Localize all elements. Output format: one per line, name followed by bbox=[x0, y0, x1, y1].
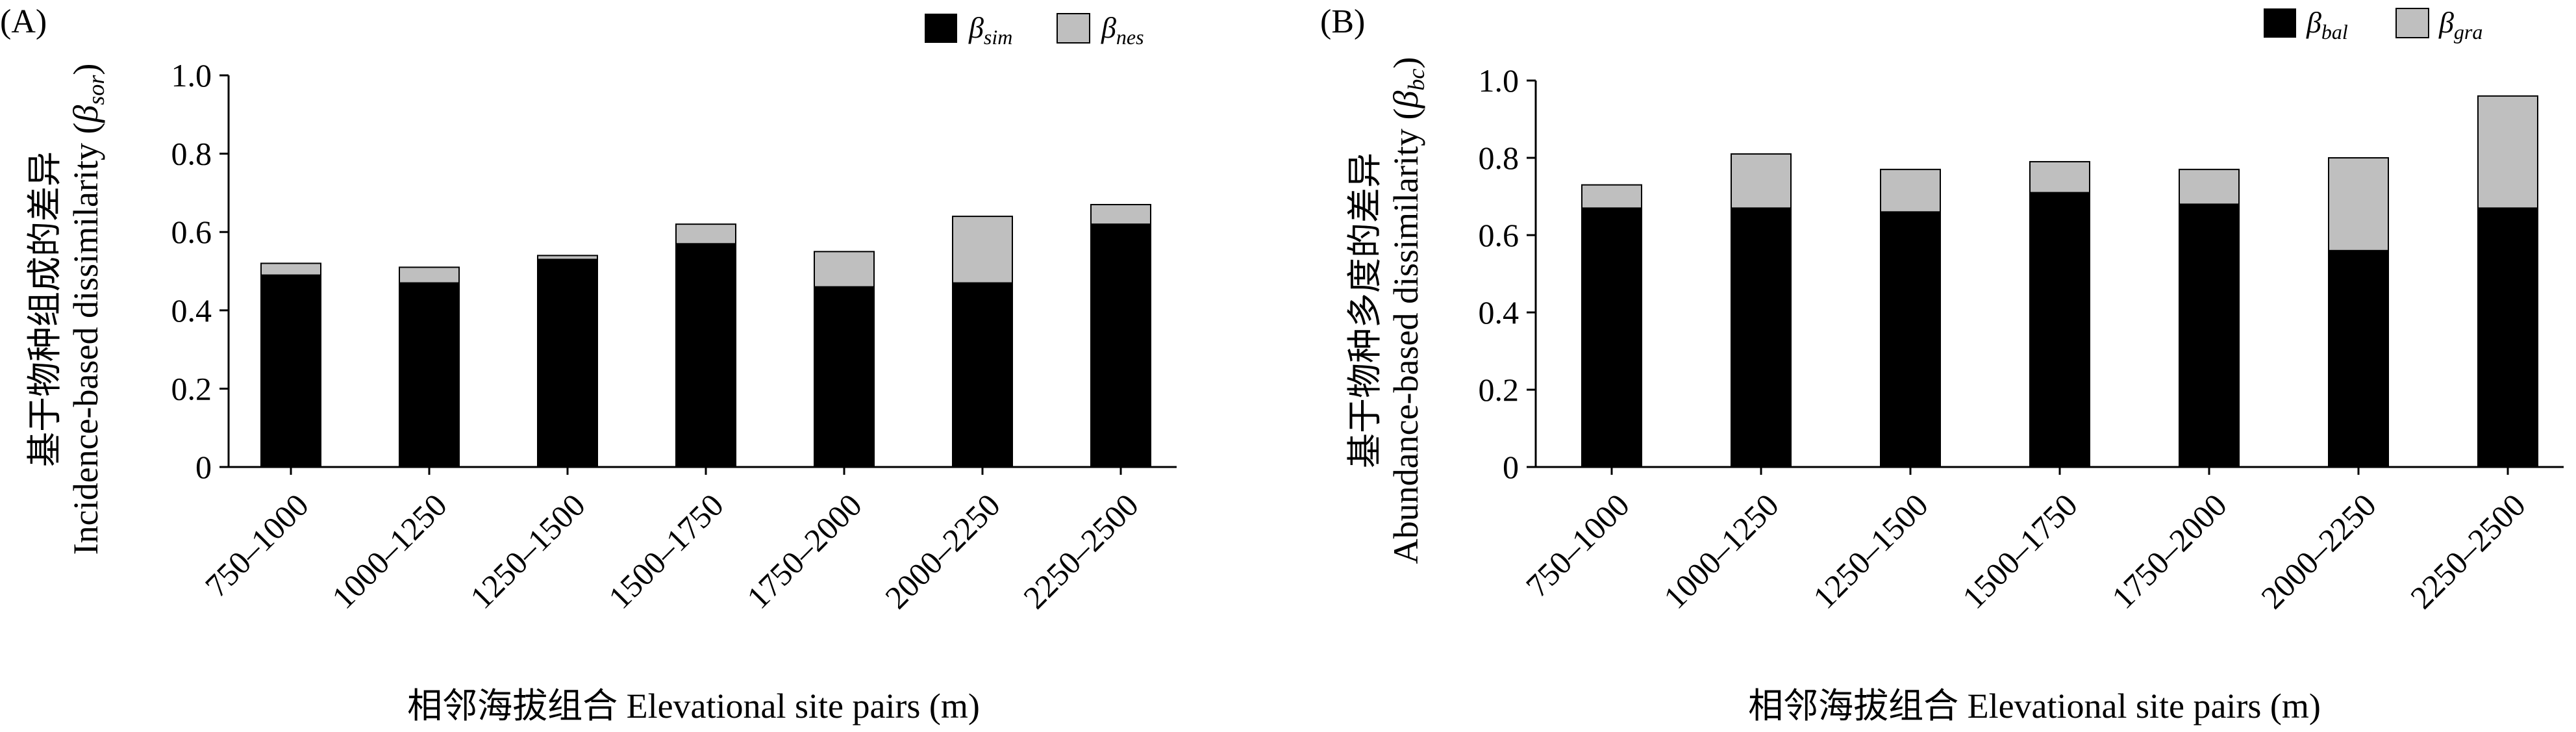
y-tick-label: 1.0 bbox=[171, 57, 212, 94]
panel-a-y-title-close: ) bbox=[66, 64, 105, 75]
bar-nes-2 bbox=[537, 255, 598, 260]
bar-sim-6 bbox=[1090, 223, 1151, 468]
panel-a-x-axis-title: 相邻海拔组合 Elevational site pairs (m) bbox=[407, 687, 980, 726]
bar-gra-2 bbox=[1880, 168, 1941, 213]
bar-gra-4 bbox=[2179, 168, 2240, 205]
x-tick-label: 1500–1750 bbox=[1955, 486, 2084, 616]
panel-b-legend-1-symbol: β bbox=[2438, 6, 2454, 39]
bar-nes-6 bbox=[1090, 203, 1151, 225]
bar-nes-4 bbox=[814, 251, 875, 288]
panel-a-plot-area: 0 0.2 0.4 0.6 0.8 1.0 750–1000 1000–1250 1250–15… bbox=[171, 57, 1177, 616]
bar-gra-0 bbox=[1581, 184, 1642, 209]
y-tick-label: 1.0 bbox=[1479, 62, 1519, 99]
bar-nes-3 bbox=[675, 223, 736, 245]
bar-bal-6 bbox=[2477, 207, 2538, 468]
panel-b-y-title-beta: β bbox=[1386, 91, 1425, 109]
x-tick-label: 2000–2250 bbox=[878, 486, 1007, 616]
panel-b-legend-swatch-0 bbox=[2264, 8, 2296, 38]
panel-a-y-title-cn: 基于物种组成的差异 bbox=[25, 151, 64, 467]
panel-a-legend-item-1: βnes bbox=[1101, 11, 1144, 49]
bar-bal-2 bbox=[1880, 211, 1941, 468]
bar-gra-6 bbox=[2477, 95, 2538, 209]
bar-gra-3 bbox=[2029, 160, 2090, 194]
bar-nes-0 bbox=[260, 262, 321, 276]
bar-nes-5 bbox=[952, 216, 1013, 284]
bar-gra-5 bbox=[2328, 157, 2389, 251]
panel-a-legend-0-sub: sim bbox=[984, 25, 1012, 49]
bar-bal-0 bbox=[1581, 207, 1642, 468]
panel-b-legend-1-sub: gra bbox=[2454, 20, 2482, 44]
panel-a-label: (A) bbox=[0, 3, 47, 40]
panel-b: (B) 基于物种多度的差异 Abundance-based dissimilar… bbox=[1320, 3, 2564, 726]
panel-b-legend-item-1: βgra bbox=[2438, 6, 2482, 44]
panel-b-x-axis-title: 相邻海拔组合 Elevational site pairs (m) bbox=[1748, 687, 2321, 726]
x-tick-label: 1500–1750 bbox=[601, 486, 731, 616]
panel-a-legend: βsim βnes bbox=[925, 11, 1144, 49]
panel-b-legend-item-0: βbal bbox=[2306, 6, 2348, 44]
y-tick-label: 0.6 bbox=[171, 214, 212, 250]
panel-a-legend-1-symbol: β bbox=[1101, 11, 1116, 44]
y-tick-label: 0.2 bbox=[171, 370, 212, 407]
panel-a-legend-0-symbol: β bbox=[968, 11, 984, 44]
panel-a-y-title-en: Incidence-based dissimilarity (βsor) bbox=[66, 64, 109, 555]
panel-a-y-title-en-text: Incidence-based dissimilarity ( bbox=[66, 123, 105, 555]
x-tick-label: 1250–1500 bbox=[1806, 486, 1935, 616]
y-tick-label: 0.8 bbox=[1479, 140, 1519, 176]
y-tick-label: 0.2 bbox=[1479, 372, 1519, 408]
panel-b-plot-area: 0 0.2 0.4 0.6 0.8 1.0 750–1000 1000–1250 1250–15… bbox=[1479, 62, 2564, 616]
x-tick-label: 750–1000 bbox=[198, 486, 316, 604]
x-tick-label: 2250–2500 bbox=[1016, 486, 1145, 616]
bar-bal-3 bbox=[2029, 192, 2090, 468]
panel-b-y-title-cn: 基于物种多度的差异 bbox=[1345, 153, 1384, 468]
y-tick-label: 0 bbox=[1503, 449, 1519, 485]
panel-b-y-title-close: ) bbox=[1386, 57, 1425, 69]
y-tick-label: 0 bbox=[195, 449, 212, 485]
panel-b-y-title-en-text: Abundance-based dissimilarity ( bbox=[1386, 108, 1425, 564]
x-tick-label: 1750–2000 bbox=[740, 486, 869, 616]
panel-b-y-title-sub: bc bbox=[1403, 69, 1429, 91]
panel-a-y-title-sub: sor bbox=[83, 75, 109, 105]
y-tick-label: 0.4 bbox=[1479, 294, 1519, 331]
x-tick-label: 750–1000 bbox=[1519, 486, 1636, 604]
panel-b-y-axis-title: 基于物种多度的差异 Abundance-based dissimilarity … bbox=[1345, 57, 1429, 564]
bar-bal-5 bbox=[2328, 249, 2389, 468]
bar-sim-3 bbox=[675, 243, 736, 468]
panel-b-legend: βbal βgra bbox=[2264, 6, 2482, 44]
panel-a-y-title-beta: β bbox=[66, 105, 105, 123]
y-tick-label: 0.8 bbox=[171, 136, 212, 172]
bar-bal-1 bbox=[1731, 207, 1792, 468]
bar-sim-4 bbox=[814, 286, 875, 468]
bar-sim-2 bbox=[537, 259, 598, 468]
x-tick-label: 2250–2500 bbox=[2403, 486, 2532, 616]
panel-a-legend-swatch-1 bbox=[1057, 13, 1090, 44]
x-tick-label: 1000–1250 bbox=[1657, 486, 1786, 616]
panel-b-label: (B) bbox=[1320, 3, 1365, 40]
panel-a-legend-swatch-0 bbox=[925, 14, 957, 43]
panel-a-legend-item-0: βsim bbox=[968, 11, 1012, 49]
panel-b-legend-0-symbol: β bbox=[2306, 6, 2321, 39]
panel-a: (A) 基于物种组成的差异 Incidence-based dissimilar… bbox=[0, 3, 1177, 726]
panel-b-legend-swatch-1 bbox=[2395, 8, 2429, 38]
bar-bal-4 bbox=[2179, 203, 2240, 468]
x-tick-label: 1750–2000 bbox=[2105, 486, 2234, 616]
panel-b-y-title-en: Abundance-based dissimilarity (βbc) bbox=[1386, 57, 1429, 564]
x-tick-label: 1000–1250 bbox=[325, 486, 454, 616]
y-tick-label: 0.6 bbox=[1479, 217, 1519, 253]
bar-sim-0 bbox=[260, 274, 321, 468]
bar-sim-1 bbox=[399, 282, 460, 468]
bar-nes-1 bbox=[399, 266, 460, 284]
panel-a-y-axis-title: 基于物种组成的差异 Incidence-based dissimilarity … bbox=[25, 64, 109, 555]
bar-sim-5 bbox=[952, 282, 1013, 468]
bar-gra-1 bbox=[1731, 153, 1792, 209]
y-tick-label: 0.4 bbox=[171, 292, 212, 329]
x-tick-label: 2000–2250 bbox=[2254, 486, 2383, 616]
panel-a-legend-1-sub: nes bbox=[1116, 25, 1144, 49]
x-tick-label: 1250–1500 bbox=[463, 486, 592, 616]
panel-b-legend-0-sub: bal bbox=[2321, 20, 2348, 44]
